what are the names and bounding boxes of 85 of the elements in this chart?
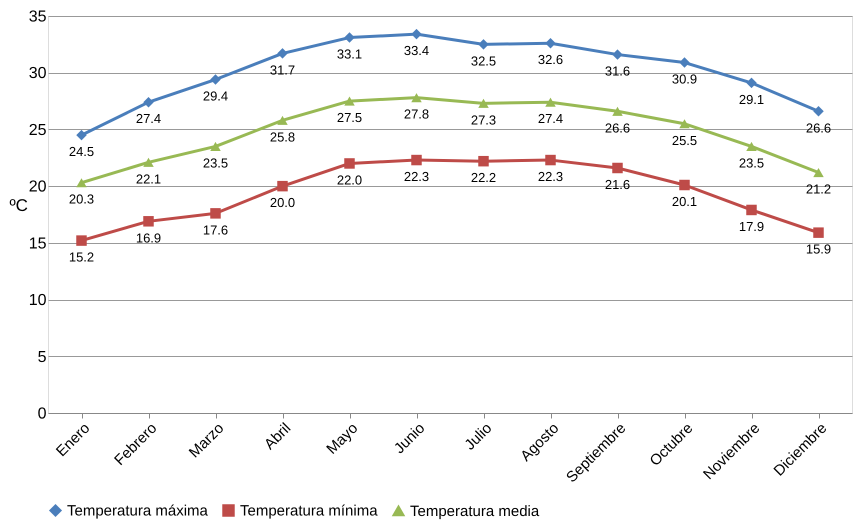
point	[210, 74, 221, 85]
point	[411, 28, 422, 40]
point	[612, 106, 623, 116]
data-label: 29.1	[738, 92, 764, 107]
y-tick-label: 35	[28, 8, 47, 26]
point	[813, 106, 824, 117]
point	[143, 216, 154, 227]
point	[679, 57, 690, 68]
point	[344, 158, 355, 169]
point	[277, 116, 288, 125]
data-label: 31.6	[604, 64, 630, 79]
point	[76, 178, 87, 188]
point	[746, 78, 757, 88]
point	[813, 227, 824, 238]
data-label: 20.1	[672, 194, 698, 210]
data-label: 16.9	[136, 230, 162, 246]
data-label: 32.6	[538, 52, 564, 68]
data-label: 33.1	[336, 46, 362, 62]
data-label: 15.2	[68, 250, 94, 265]
data-label: 22.2	[470, 170, 496, 186]
point	[143, 158, 154, 167]
y-axis-title: ºC	[9, 196, 28, 215]
data-label: 29.4	[202, 88, 228, 104]
point	[344, 96, 355, 106]
point	[411, 93, 422, 102]
data-label: 31.7	[270, 62, 296, 78]
data-label: 23.5	[202, 155, 228, 170]
data-label: 22.3	[538, 169, 564, 184]
data-label: 27.3	[470, 112, 496, 128]
point	[411, 154, 422, 166]
point	[679, 119, 690, 128]
data-label: 32.5	[470, 53, 496, 68]
data-label: 25.8	[270, 129, 296, 144]
point	[612, 162, 623, 174]
point	[545, 38, 556, 48]
data-label: 20.3	[68, 192, 94, 207]
data-label: 27.4	[538, 111, 564, 126]
point	[76, 235, 87, 246]
point	[210, 208, 221, 219]
data-label: 15.9	[806, 242, 832, 257]
point	[76, 130, 87, 140]
data-label: 22.0	[336, 172, 362, 188]
point	[277, 180, 288, 192]
point	[679, 180, 690, 190]
data-label: 27.8	[404, 106, 430, 122]
point	[746, 142, 757, 151]
point	[478, 39, 489, 50]
data-label: 17.6	[202, 222, 228, 238]
data-label: 27.4	[136, 111, 162, 126]
data-label: 23.5	[738, 155, 764, 170]
legend-label: Temperatura mínima	[240, 502, 378, 520]
point	[478, 156, 489, 166]
data-label: 26.6	[806, 120, 832, 136]
point	[612, 49, 623, 60]
x-tick-label: Julio	[461, 420, 496, 454]
point	[143, 96, 154, 108]
point	[478, 98, 489, 108]
point	[344, 32, 355, 43]
data-label: 22.1	[136, 171, 162, 186]
data-label: 30.9	[672, 72, 698, 87]
point	[746, 204, 757, 216]
data-label: 20.0	[270, 195, 296, 210]
data-label: 27.5	[336, 110, 362, 126]
point	[210, 142, 221, 151]
data-label: 33.4	[404, 43, 430, 58]
data-label: 17.9	[738, 218, 764, 234]
legend-label: Temperatura máxima	[67, 502, 209, 520]
data-label: 21.6	[604, 176, 630, 192]
point	[545, 98, 556, 107]
y-tick-label: 10	[28, 292, 47, 310]
legend-label: Temperatura media	[410, 502, 540, 520]
y-tick-label: 0	[38, 406, 47, 422]
y-tick-label: 5	[38, 348, 47, 366]
data-label: 25.5	[672, 132, 698, 148]
point	[545, 154, 556, 166]
point	[277, 48, 288, 59]
data-label: 22.3	[404, 169, 430, 184]
point	[813, 168, 824, 178]
data-label: 26.6	[604, 120, 630, 136]
data-label: 21.2	[806, 182, 832, 197]
y-tick-label: 20	[28, 178, 47, 196]
y-tick-label: 25	[28, 122, 47, 139]
y-tick-label: 30	[28, 65, 47, 82]
data-label: 24.5	[68, 144, 94, 160]
y-tick-label: 15	[28, 235, 47, 252]
